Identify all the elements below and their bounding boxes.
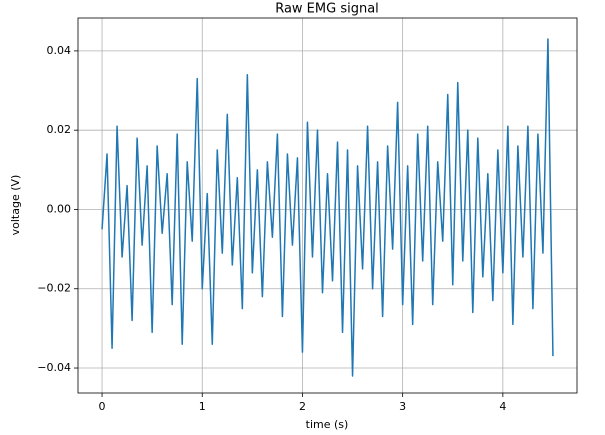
x-tick-label: 2 — [299, 400, 306, 413]
plot-frame — [77, 17, 578, 394]
x-tick-label: 1 — [199, 400, 206, 413]
y-axis-label: voltage (V) — [9, 175, 22, 236]
y-tick-label: −0.02 — [37, 282, 71, 295]
chart-title: Raw EMG signal — [275, 2, 379, 17]
x-tick-label: 3 — [399, 400, 406, 413]
x-axis-label: time (s) — [306, 418, 349, 431]
y-tick-label: −0.04 — [37, 361, 71, 374]
y-tick-label: 0.04 — [47, 44, 72, 57]
signal-line — [101, 38, 554, 377]
y-tick-label: 0.02 — [47, 123, 72, 136]
x-tick-label: 4 — [499, 400, 506, 413]
x-tick-label: 0 — [99, 400, 106, 413]
y-tick-label: 0.00 — [47, 202, 72, 215]
